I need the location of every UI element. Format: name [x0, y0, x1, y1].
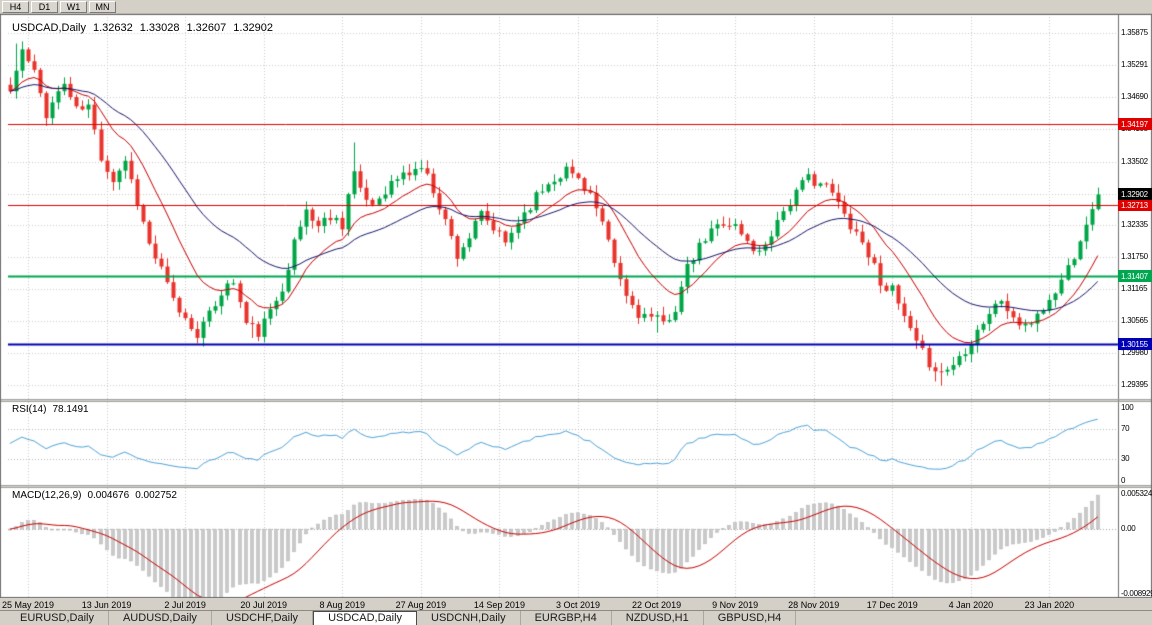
price-axis-label: 1.31165: [1121, 283, 1148, 293]
chart-title: USDCAD,Daily 1.32632 1.33028 1.32607 1.32902: [12, 22, 280, 34]
price-axis-label: 1.30565: [1121, 316, 1148, 326]
price-level-badge-1-32902: 1.32902: [1118, 188, 1152, 201]
macd-axis-label: 0.005324: [1121, 489, 1152, 498]
macd-axis-label: -0.008929: [1121, 589, 1152, 598]
symbol-tab-bar: EURUSD,Daily AUDUSD,Daily USDCHF,Daily USDC…: [0, 610, 1152, 625]
price-level-badge-1-30155: 1.30155: [1118, 337, 1152, 350]
symbol-tab-usdcad-daily[interactable]: USDCAD,Daily: [313, 611, 418, 625]
ohlc-high: 1.33028: [139, 22, 180, 34]
timeframe-button-mn[interactable]: MN: [89, 0, 116, 13]
date-axis-label: 14 Sep 2019: [473, 600, 525, 610]
rsi-value: 78.1491: [52, 404, 89, 415]
date-axis-label: 8 Aug 2019: [319, 600, 366, 610]
date-axis-label: 17 Dec 2019: [866, 600, 918, 610]
rsi-axis-label: 0: [1121, 476, 1126, 485]
date-axis-label: 27 Aug 2019: [395, 600, 447, 610]
symbol-tab-usdcnh-daily[interactable]: USDCNH,Daily: [417, 611, 521, 625]
rsi-axis-label: 30: [1121, 453, 1130, 463]
macd-value-2: 0.002752: [135, 490, 177, 501]
rsi-indicator-label: RSI(14) 78.1491: [12, 404, 95, 415]
price-axis-label: 1.29395: [1121, 380, 1148, 389]
date-axis-label: 22 Oct 2019: [632, 600, 682, 610]
price-axis-label: 1.35875: [1121, 28, 1148, 37]
date-axis-label: 2 Jul 2019: [164, 600, 206, 610]
symbol-tab-gbpusd-h4[interactable]: GBPUSD,H4: [704, 611, 797, 625]
timeframe-button-d1[interactable]: D1: [31, 0, 58, 13]
ohlc-close: 1.32902: [233, 22, 274, 34]
price-level-badge-1-32713: 1.32713: [1118, 198, 1152, 211]
price-level-badge-1-34197: 1.34197: [1118, 118, 1152, 131]
rsi-axis-label: 70: [1121, 423, 1130, 433]
date-axis-label: 3 Oct 2019: [555, 600, 600, 610]
rsi-name: RSI(14): [12, 404, 47, 415]
ohlc-low: 1.32607: [186, 22, 227, 34]
chart-symbol-label: USDCAD,Daily: [12, 22, 86, 34]
timeframe-button-w1[interactable]: W1: [60, 0, 87, 13]
symbol-tab-eurusd-daily[interactable]: EURUSD,Daily: [6, 611, 109, 625]
chart-canvas[interactable]: [0, 14, 1152, 598]
macd-axis-label: 0.00: [1121, 524, 1136, 534]
price-axis-label: 1.33502: [1121, 156, 1148, 166]
price-axis-label: 1.35291: [1121, 59, 1148, 69]
ohlc-open: 1.32632: [92, 22, 133, 34]
symbol-tab-nzdusd-h1[interactable]: NZDUSD,H1: [612, 611, 704, 625]
macd-name: MACD(12,26,9): [12, 490, 82, 501]
date-axis-label: 4 Jan 2020: [948, 600, 994, 610]
symbol-tab-eurgbp-h4[interactable]: EURGBP,H4: [521, 611, 612, 625]
price-axis-label: 1.29980: [1121, 348, 1148, 358]
date-axis-label: 20 Jul 2019: [240, 600, 287, 610]
price-axis-label: 1.32335: [1121, 220, 1148, 230]
macd-indicator-label: MACD(12,26,9) 0.004676 0.002752: [12, 490, 183, 501]
price-axis-label: 1.31750: [1121, 252, 1148, 262]
macd-value-1: 0.004676: [87, 490, 130, 501]
timeframe-button-h4[interactable]: H4: [2, 0, 29, 13]
price-axis-label: 1.34690: [1121, 92, 1148, 102]
date-axis-label: 28 Nov 2019: [788, 600, 840, 610]
symbol-tab-audusd-daily[interactable]: AUDUSD,Daily: [109, 611, 212, 625]
symbol-tab-usdchf-daily[interactable]: USDCHF,Daily: [212, 611, 314, 625]
date-axis-label: 9 Nov 2019: [712, 600, 759, 610]
price-level-badge-1-31407: 1.31407: [1118, 269, 1152, 282]
rsi-axis-label: 100: [1121, 403, 1134, 412]
date-axis-label: 23 Jan 2020: [1024, 600, 1075, 610]
timeframe-toolbar: H4 D1 W1 MN: [0, 0, 1152, 14]
date-axis-label: 13 Jun 2019: [81, 600, 132, 610]
date-axis-label: 25 May 2019: [1, 600, 55, 610]
